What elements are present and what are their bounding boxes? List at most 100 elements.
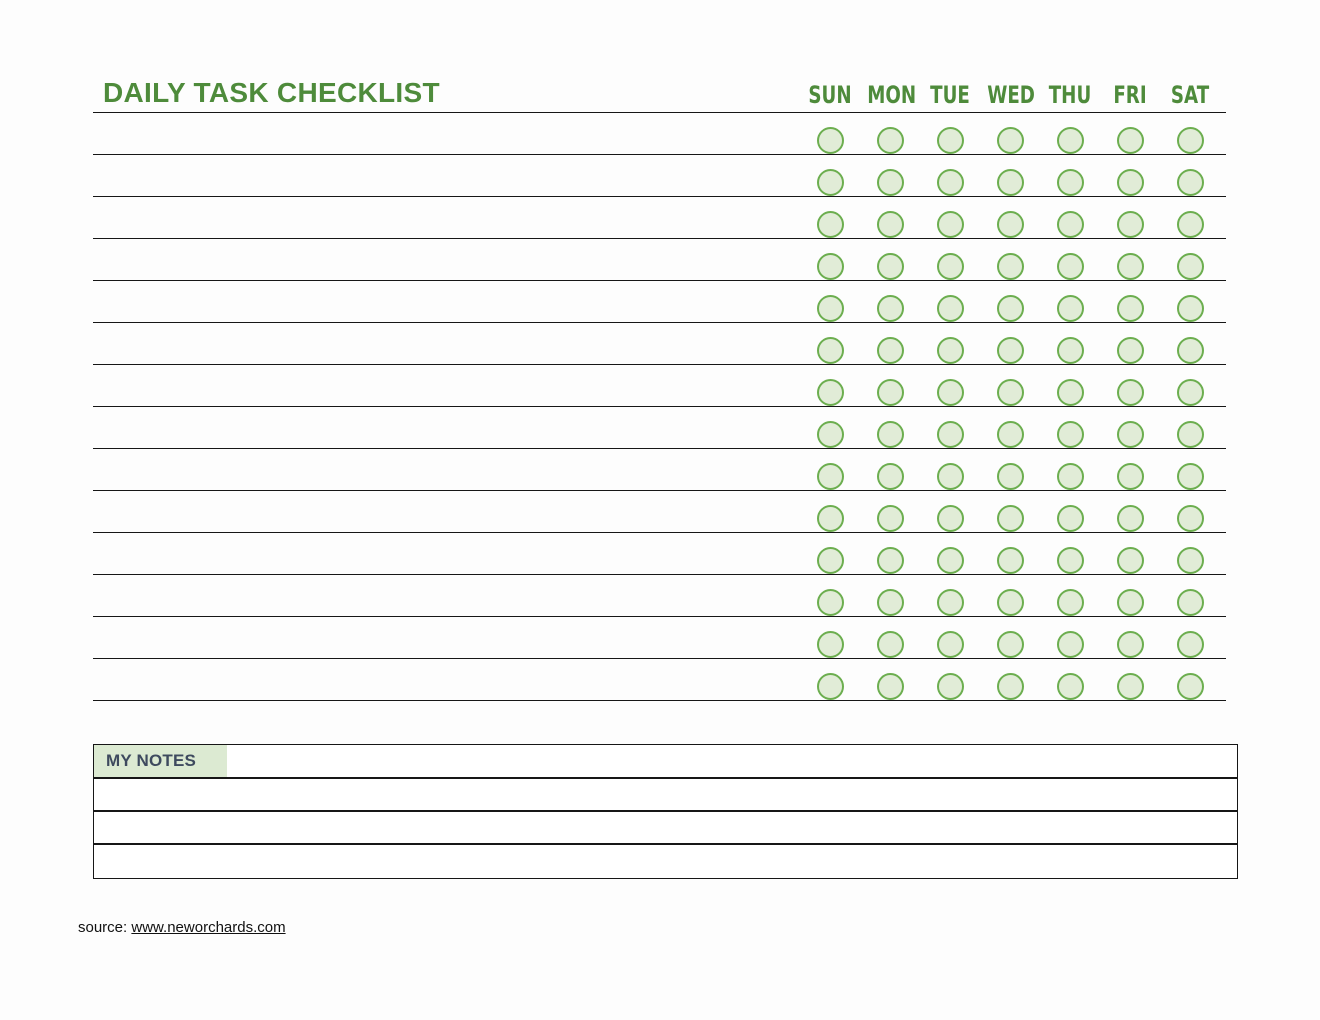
day-checkbox-wed[interactable] [996, 337, 1024, 364]
day-checkbox-thu[interactable] [1056, 631, 1084, 658]
day-checkbox-sun[interactable] [816, 253, 844, 280]
day-checkbox-tue[interactable] [936, 631, 964, 658]
day-checkbox-thu[interactable] [1056, 463, 1084, 490]
day-checkbox-thu[interactable] [1056, 253, 1084, 280]
day-checkbox-wed[interactable] [996, 169, 1024, 196]
day-checkbox-sun[interactable] [816, 631, 844, 658]
task-name-field[interactable] [93, 533, 800, 574]
day-checkbox-sat[interactable] [1176, 547, 1204, 574]
day-checkbox-sun[interactable] [816, 547, 844, 574]
day-checkbox-sun[interactable] [816, 337, 844, 364]
day-checkbox-sun[interactable] [816, 295, 844, 322]
day-checkbox-mon[interactable] [876, 463, 904, 490]
day-checkbox-tue[interactable] [936, 127, 964, 154]
day-checkbox-thu[interactable] [1056, 379, 1084, 406]
day-checkbox-mon[interactable] [876, 253, 904, 280]
day-checkbox-mon[interactable] [876, 379, 904, 406]
day-checkbox-fri[interactable] [1116, 505, 1144, 532]
day-checkbox-sun[interactable] [816, 169, 844, 196]
day-checkbox-tue[interactable] [936, 505, 964, 532]
day-checkbox-fri[interactable] [1116, 127, 1144, 154]
day-checkbox-sun[interactable] [816, 421, 844, 448]
day-checkbox-tue[interactable] [936, 463, 964, 490]
task-name-field[interactable] [93, 281, 800, 322]
task-name-field[interactable] [93, 449, 800, 490]
task-name-field[interactable] [93, 155, 800, 196]
day-checkbox-sat[interactable] [1176, 505, 1204, 532]
day-checkbox-sat[interactable] [1176, 463, 1204, 490]
day-checkbox-thu[interactable] [1056, 505, 1084, 532]
day-checkbox-sat[interactable] [1176, 295, 1204, 322]
day-checkbox-mon[interactable] [876, 127, 904, 154]
task-name-field[interactable] [93, 239, 800, 280]
day-checkbox-sun[interactable] [816, 673, 844, 700]
day-checkbox-sun[interactable] [816, 127, 844, 154]
day-checkbox-sun[interactable] [816, 379, 844, 406]
day-checkbox-wed[interactable] [996, 379, 1024, 406]
day-checkbox-sun[interactable] [816, 211, 844, 238]
day-checkbox-fri[interactable] [1116, 631, 1144, 658]
day-checkbox-fri[interactable] [1116, 211, 1144, 238]
day-checkbox-fri[interactable] [1116, 253, 1144, 280]
day-checkbox-thu[interactable] [1056, 169, 1084, 196]
day-checkbox-wed[interactable] [996, 295, 1024, 322]
day-checkbox-thu[interactable] [1056, 673, 1084, 700]
day-checkbox-wed[interactable] [996, 253, 1024, 280]
day-checkbox-sat[interactable] [1176, 631, 1204, 658]
day-checkbox-sat[interactable] [1176, 253, 1204, 280]
notes-line[interactable] [94, 779, 1237, 812]
task-name-field[interactable] [93, 659, 800, 700]
day-checkbox-fri[interactable] [1116, 589, 1144, 616]
day-checkbox-mon[interactable] [876, 505, 904, 532]
day-checkbox-sun[interactable] [816, 463, 844, 490]
day-checkbox-tue[interactable] [936, 547, 964, 574]
day-checkbox-mon[interactable] [876, 547, 904, 574]
day-checkbox-thu[interactable] [1056, 295, 1084, 322]
day-checkbox-fri[interactable] [1116, 337, 1144, 364]
day-checkbox-mon[interactable] [876, 421, 904, 448]
day-checkbox-tue[interactable] [936, 673, 964, 700]
day-checkbox-tue[interactable] [936, 421, 964, 448]
day-checkbox-wed[interactable] [996, 421, 1024, 448]
day-checkbox-wed[interactable] [996, 673, 1024, 700]
day-checkbox-sat[interactable] [1176, 169, 1204, 196]
day-checkbox-fri[interactable] [1116, 421, 1144, 448]
day-checkbox-thu[interactable] [1056, 421, 1084, 448]
day-checkbox-thu[interactable] [1056, 589, 1084, 616]
day-checkbox-sat[interactable] [1176, 127, 1204, 154]
task-name-field[interactable] [93, 617, 800, 658]
day-checkbox-fri[interactable] [1116, 463, 1144, 490]
day-checkbox-thu[interactable] [1056, 211, 1084, 238]
day-checkbox-thu[interactable] [1056, 547, 1084, 574]
day-checkbox-sat[interactable] [1176, 589, 1204, 616]
day-checkbox-mon[interactable] [876, 337, 904, 364]
day-checkbox-wed[interactable] [996, 631, 1024, 658]
day-checkbox-mon[interactable] [876, 673, 904, 700]
day-checkbox-tue[interactable] [936, 379, 964, 406]
task-name-field[interactable] [93, 197, 800, 238]
day-checkbox-wed[interactable] [996, 211, 1024, 238]
day-checkbox-tue[interactable] [936, 589, 964, 616]
day-checkbox-mon[interactable] [876, 169, 904, 196]
day-checkbox-fri[interactable] [1116, 295, 1144, 322]
day-checkbox-wed[interactable] [996, 127, 1024, 154]
day-checkbox-mon[interactable] [876, 295, 904, 322]
day-checkbox-fri[interactable] [1116, 547, 1144, 574]
source-link[interactable]: www.neworchards.com [131, 919, 286, 936]
day-checkbox-sat[interactable] [1176, 379, 1204, 406]
day-checkbox-mon[interactable] [876, 211, 904, 238]
day-checkbox-sat[interactable] [1176, 421, 1204, 448]
notes-line[interactable] [94, 812, 1237, 845]
day-checkbox-fri[interactable] [1116, 379, 1144, 406]
day-checkbox-thu[interactable] [1056, 127, 1084, 154]
day-checkbox-sat[interactable] [1176, 211, 1204, 238]
day-checkbox-fri[interactable] [1116, 673, 1144, 700]
task-name-field[interactable] [93, 575, 800, 616]
day-checkbox-tue[interactable] [936, 253, 964, 280]
task-name-field[interactable] [93, 365, 800, 406]
day-checkbox-sat[interactable] [1176, 673, 1204, 700]
day-checkbox-mon[interactable] [876, 589, 904, 616]
day-checkbox-sat[interactable] [1176, 337, 1204, 364]
day-checkbox-tue[interactable] [936, 211, 964, 238]
task-name-field[interactable] [93, 407, 800, 448]
